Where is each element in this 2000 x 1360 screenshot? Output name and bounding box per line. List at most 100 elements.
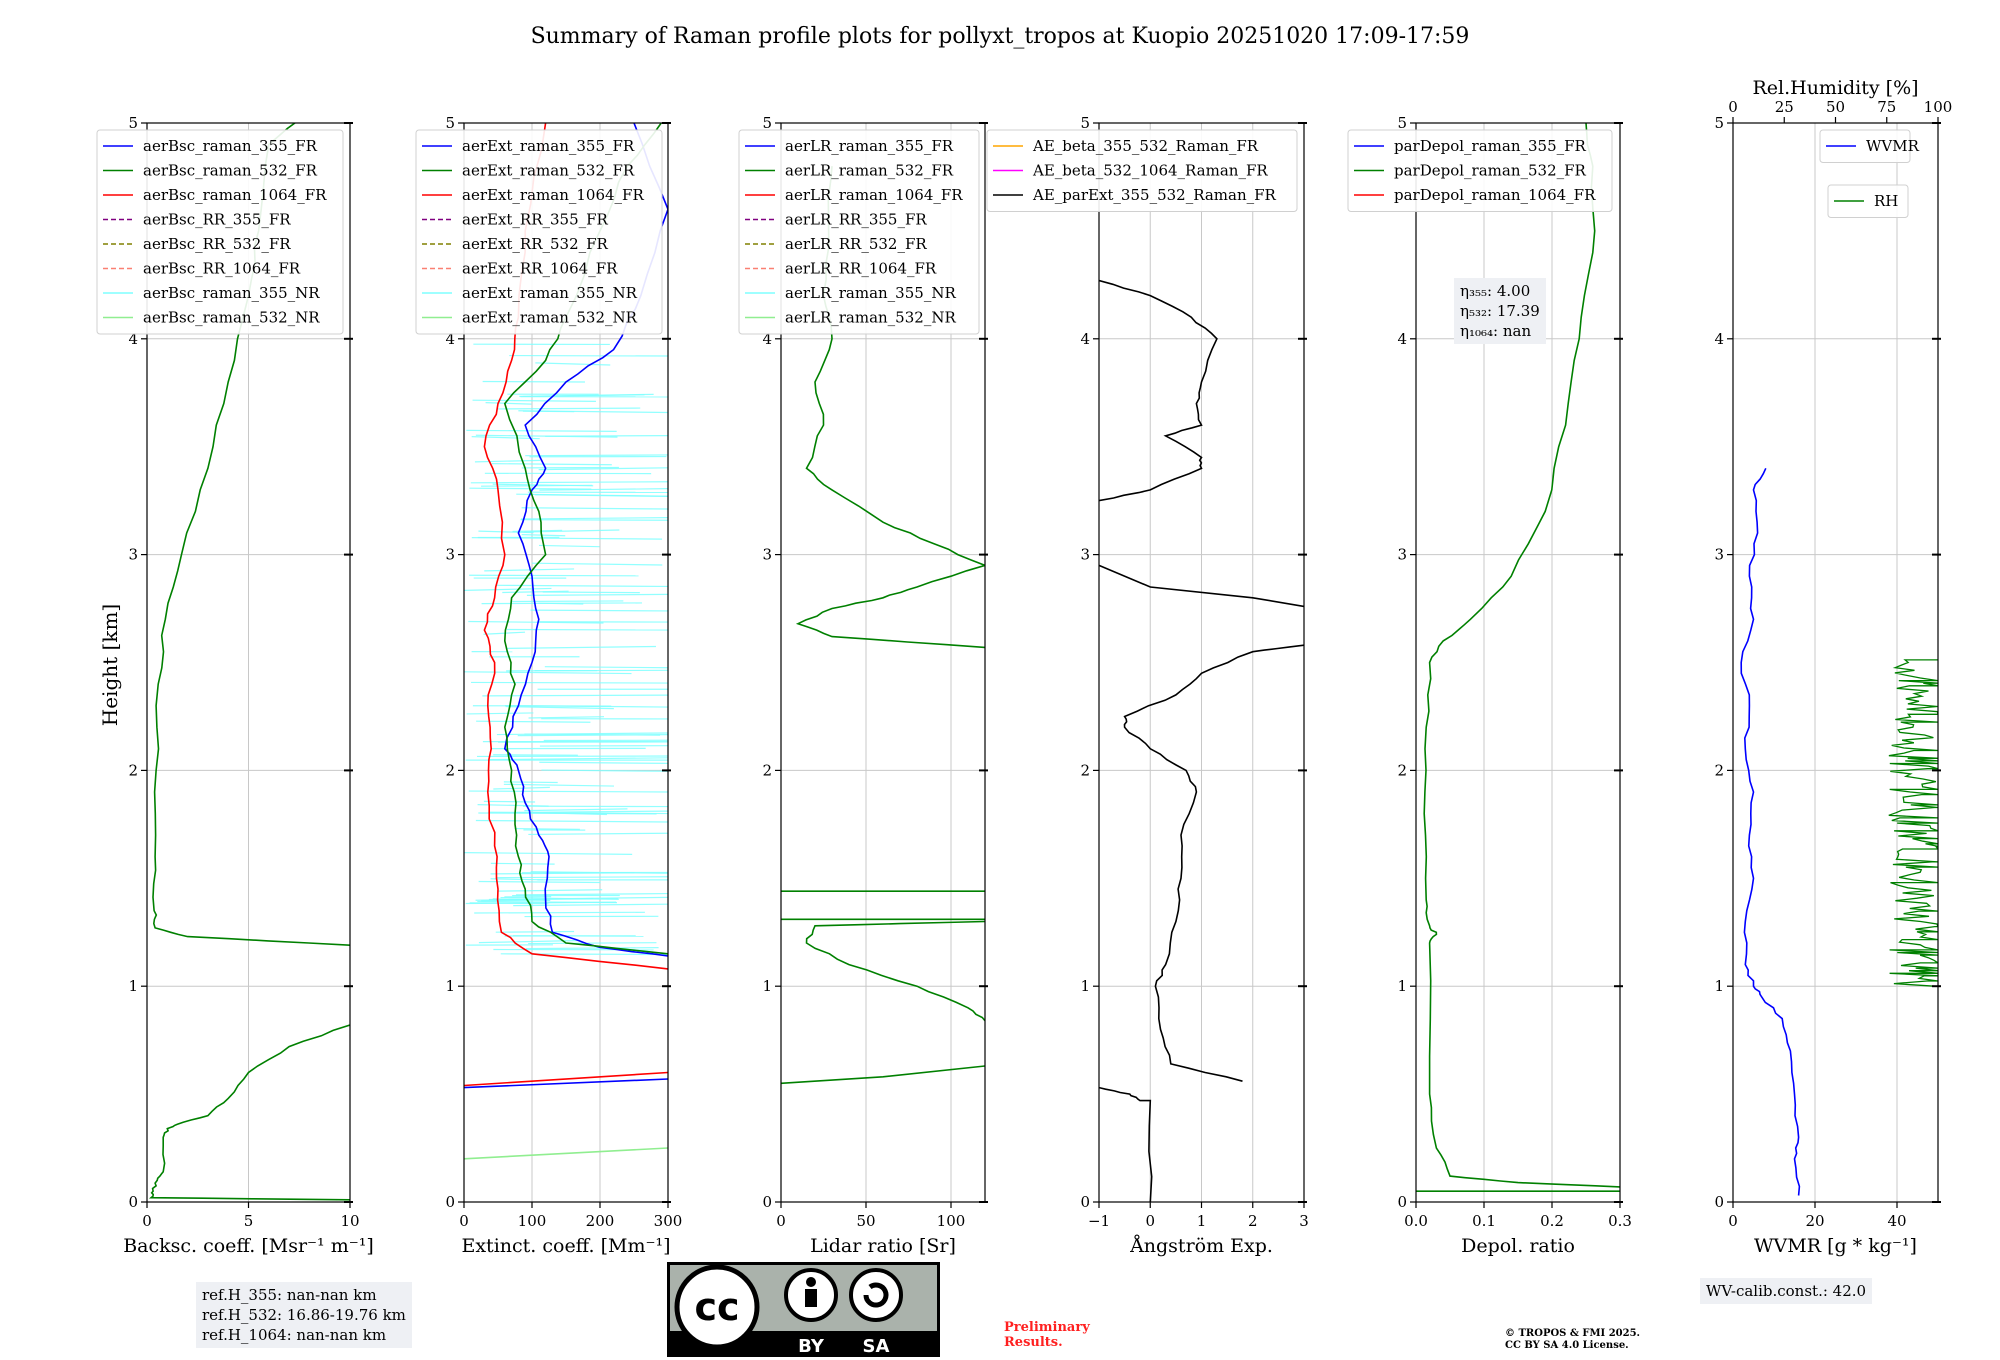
ext-355-nr-seg — [512, 600, 624, 603]
x-tick-label: 0 — [1145, 1212, 1155, 1230]
y-tick-label: 4 — [445, 330, 455, 348]
ext-355-nr-seg — [535, 362, 611, 366]
top-x-tick-label: 0 — [1728, 98, 1738, 116]
top-x-tick-label: 100 — [1924, 98, 1953, 116]
ext-355-nr-seg — [505, 705, 614, 710]
depol-eta-box: η₃₅₅: 4.00 η₅₃₂: 17.39 η₁₀₆₄: nan — [1454, 278, 1546, 344]
y-tick-label: 5 — [445, 114, 455, 132]
ext-355-nr-seg — [492, 483, 594, 487]
series-aerExt_raman_532_NR — [464, 1147, 668, 1160]
ext-355-nr-seg — [542, 591, 640, 594]
ext-355-nr-seg — [507, 645, 656, 649]
ext-355-nr-seg — [522, 394, 645, 398]
ext-355-nr-seg — [497, 889, 603, 892]
y-tick-label: 2 — [762, 761, 772, 779]
series-aerExt_raman_355_FR — [503, 123, 668, 957]
legend-label: aerLR_raman_532_NR — [785, 309, 956, 327]
data-layer — [1740, 467, 1938, 1196]
legend-label: parDepol_raman_532_FR — [1394, 162, 1587, 180]
ext-355-nr-seg — [478, 880, 601, 884]
ext-355-nr-seg — [464, 587, 552, 591]
legend-depol: parDepol_raman_355_FR parDepol_raman_532_… — [1347, 129, 1613, 212]
x-axis-label: Backsc. coeff. [Msr⁻¹ m⁻¹] — [123, 1235, 374, 1257]
legend-label: aerExt_raman_532_NR — [462, 309, 638, 327]
series-aerLR_raman_532_FR_bottom — [781, 1065, 985, 1085]
series-aerExt_raman_355_FR_low — [464, 1078, 668, 1089]
legend-label: aerBsc_RR_355_FR — [143, 211, 291, 229]
legend-label: aerBsc_RR_1064_FR — [143, 260, 301, 278]
y-tick-label: 1 — [445, 977, 455, 995]
x-tick-label: 200 — [586, 1212, 615, 1230]
x-tick-label: 50 — [856, 1212, 875, 1230]
ext-355-nr-seg — [496, 732, 668, 736]
x-tick-label: 0.3 — [1608, 1212, 1632, 1230]
ext-355-nr-seg — [525, 947, 659, 950]
ext-355-nr-seg — [483, 800, 536, 803]
ext-355-nr-seg — [476, 720, 591, 723]
by-label: BY — [798, 1336, 825, 1357]
y-tick-label: 5 — [1714, 114, 1724, 132]
ext-355-nr-seg — [520, 517, 668, 520]
y-tick-label: 0 — [1080, 1193, 1090, 1211]
ext-355-nr-seg — [531, 562, 663, 566]
y-tick-label: 0 — [128, 1193, 138, 1211]
legend-label: WVMR — [1866, 137, 1920, 155]
legend-label: aerLR_raman_532_FR — [785, 162, 954, 180]
x-tick-label: 5 — [244, 1212, 254, 1230]
ext-355-nr-seg — [482, 694, 668, 697]
x-tick-label: 0.1 — [1472, 1212, 1496, 1230]
legend-box — [1347, 129, 1613, 212]
legend-box — [1827, 184, 1909, 218]
x-tick-label: 20 — [1805, 1212, 1824, 1230]
sa-arrow-icon — [863, 1282, 889, 1308]
ext-355-nr-seg — [504, 704, 668, 708]
ext-355-nr-seg — [513, 903, 668, 907]
x-tick-label: 0 — [142, 1212, 152, 1230]
ext-355-nr-seg — [493, 786, 550, 790]
x-tick-label: 0.0 — [1404, 1212, 1428, 1230]
y-tick-label: 3 — [445, 546, 455, 564]
ext-355-nr-seg — [517, 734, 668, 737]
ext-355-nr-seg — [484, 568, 575, 572]
legend-label: aerBsc_raman_532_FR — [143, 162, 318, 180]
ext-355-nr-seg — [474, 459, 541, 463]
ext-355-nr-seg — [495, 876, 668, 879]
legend-box — [96, 129, 344, 335]
legend-label: aerBsc_raman_355_NR — [143, 284, 320, 302]
ext-355-nr-seg — [539, 745, 668, 747]
ext-355-nr-seg — [470, 481, 668, 484]
ext-355-nr-seg — [544, 666, 668, 669]
wv-calib-box: WV-calib.const.: 42.0 — [1700, 1278, 1873, 1304]
panel-bsc: 0 5 10 0 1 2 3 4 5 Backsc. coeff. [Msr⁻¹ m⁻¹] aerB… — [96, 114, 374, 1257]
ext-355-nr-seg — [528, 716, 605, 719]
x-axis-label: Extinct. coeff. [Mm⁻¹] — [461, 1235, 670, 1257]
ref-height-box: ref.H_355: nan-nan km ref.H_532: 16.86-1… — [196, 1282, 412, 1348]
ext-355-nr-seg — [538, 602, 584, 605]
y-tick-label: 2 — [1397, 761, 1407, 779]
top-x-tick-label: 50 — [1826, 98, 1845, 116]
x-tick-label: 0 — [1728, 1212, 1738, 1230]
legend-label: aerExt_RR_355_FR — [462, 211, 609, 229]
axes-frame — [463, 122, 669, 1203]
x-axis-label: Lidar ratio [Sr] — [810, 1235, 956, 1257]
ext-355-nr-seg — [503, 781, 558, 784]
ext-355-nr-seg — [466, 429, 617, 432]
rh-line — [1888, 659, 1938, 987]
ext-355-nr-seg — [514, 827, 580, 830]
cc-license-badge: cc BY SA — [667, 1262, 940, 1357]
y-tick-label: 0 — [762, 1193, 772, 1211]
ext-355-nr-seg — [526, 593, 668, 596]
ext-355-nr-seg — [530, 609, 668, 612]
x-tick-label: 1 — [1197, 1212, 1207, 1230]
legend-box — [415, 129, 663, 335]
x-tick-label: 100 — [937, 1212, 966, 1230]
ext-355-nr-seg — [515, 810, 668, 814]
legend-ext: aerExt_raman_355_FR aerExt_raman_532_FRae… — [415, 129, 663, 335]
series-AE_mid — [1099, 564, 1304, 608]
legend2-wv: RH — [1827, 184, 1909, 218]
ext-355-nr-seg — [478, 530, 534, 534]
ext-355-nr-seg — [491, 463, 612, 466]
ext-355-nr-seg — [528, 832, 668, 836]
